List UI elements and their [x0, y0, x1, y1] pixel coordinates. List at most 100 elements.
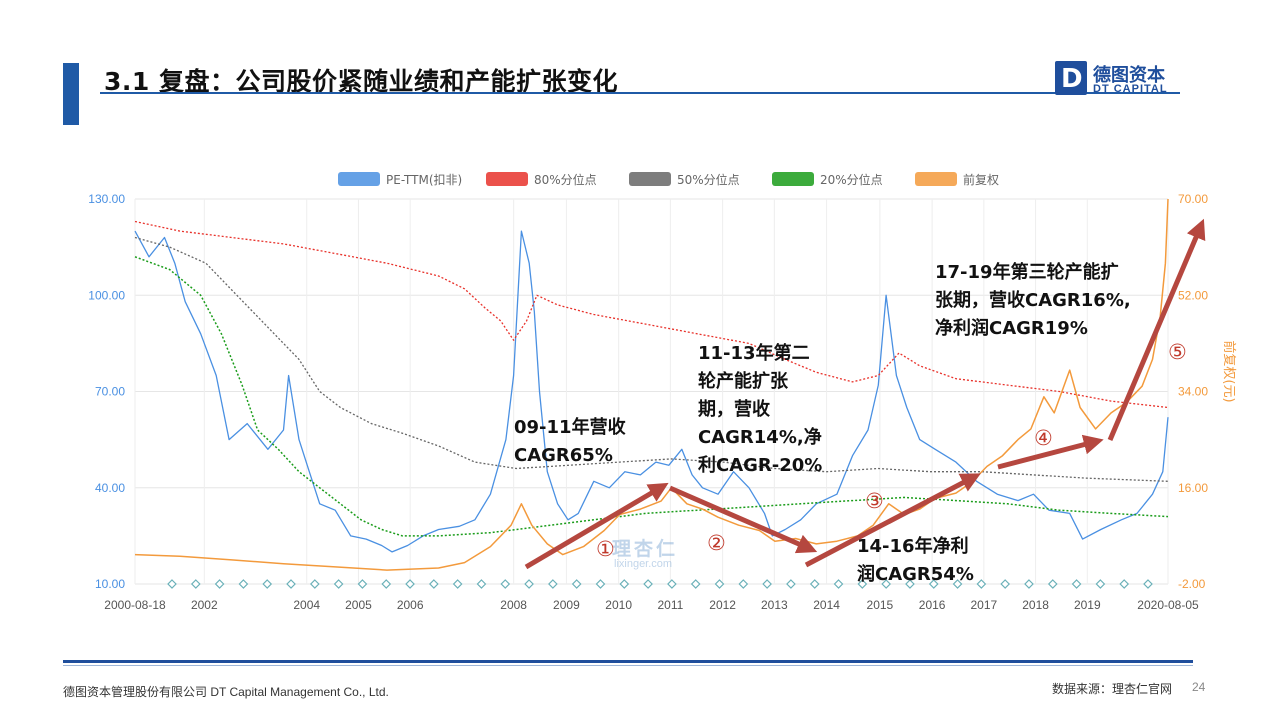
- annotation-2011-2013: 11-13年第二 轮产能扩张 期，营收 CAGR14%,净 利CAGR-20%: [698, 340, 822, 480]
- series-line-0: [134, 230, 1169, 553]
- footer-source: 数据来源：理杏仁官网: [1052, 682, 1173, 696]
- x-tick-label: 2010: [605, 598, 632, 612]
- series-line-2: [134, 236, 1169, 482]
- event-marker: [1143, 579, 1153, 589]
- annotation-line: CAGR65%: [514, 445, 613, 466]
- trend-arrow: [669, 485, 818, 554]
- event-marker: [405, 579, 415, 589]
- event-marker: [524, 579, 534, 589]
- legend-label: 20%分位点: [820, 172, 883, 187]
- event-marker: [809, 579, 820, 589]
- event-marker: [571, 579, 582, 589]
- logo-mark-icon: D: [1055, 61, 1087, 95]
- trend-arrow: [1107, 218, 1206, 441]
- series-line-3: [134, 256, 1169, 537]
- legend-label: 前复权: [963, 172, 999, 187]
- event-marker: [690, 579, 701, 589]
- series-line-1: [134, 220, 1169, 409]
- footer-divider: [63, 660, 1193, 663]
- legend-swatch: [486, 172, 528, 186]
- event-marker: [190, 579, 201, 589]
- annotation-2017-2019: 17-19年第三轮产能扩 张期，营收CAGR16%, 净利润CAGR19%: [935, 259, 1131, 343]
- event-marker: [1024, 579, 1034, 589]
- x-tick-label: 2005: [345, 598, 372, 612]
- event-marker: [667, 579, 677, 589]
- annotation-line: 利CAGR-20%: [698, 455, 823, 476]
- logo-text-en: DT CAPITAL: [1093, 83, 1168, 95]
- event-marker: [857, 579, 868, 589]
- x-tick-label: 2016: [919, 598, 946, 612]
- y-right-tick-label: 70.00: [1178, 192, 1208, 206]
- event-marker: [905, 579, 915, 589]
- x-tick-label: 2006: [397, 598, 424, 612]
- x-tick-label: 2014: [813, 598, 840, 612]
- event-marker: [786, 579, 796, 589]
- event-marker: [238, 579, 249, 589]
- y-left-tick-label: 130.00: [88, 192, 125, 206]
- x-tick-label: 2017: [970, 598, 997, 612]
- x-tick-label: 2002: [191, 598, 218, 612]
- event-marker: [952, 579, 963, 589]
- x-tick-label: 2004: [293, 598, 320, 612]
- annotation-line: 净利润CAGR19%: [935, 318, 1088, 339]
- annotation-line: 轮产能扩张: [698, 371, 788, 392]
- event-marker: [833, 579, 844, 589]
- legend-label: 50%分位点: [677, 172, 740, 187]
- event-marker: [286, 579, 296, 589]
- legend-swatch: [338, 172, 380, 186]
- x-tick-label: 2013: [761, 598, 788, 612]
- y-left-tick-label: 100.00: [88, 288, 125, 302]
- annotation-line: 14-16年净利: [857, 536, 969, 557]
- annotation-line: 09-11年营收: [514, 417, 626, 438]
- event-marker: [381, 579, 392, 589]
- event-marker: [357, 579, 368, 589]
- trend-arrow: [997, 434, 1104, 470]
- event-marker: [500, 579, 511, 589]
- x-tick-label: 2020-08-05: [1137, 598, 1199, 612]
- x-tick-label: 2008: [500, 598, 527, 612]
- x-tick-label: 2009: [553, 598, 580, 612]
- legend-label: PE-TTM(扣非): [386, 173, 462, 187]
- event-marker: [643, 579, 653, 589]
- title-underline: [100, 92, 1180, 94]
- legend-label: 80%分位点: [534, 172, 597, 187]
- event-marker: [1095, 579, 1106, 589]
- annotation-line: 期，营收: [698, 399, 770, 420]
- footer-divider-thin: [63, 665, 1193, 666]
- y-right-tick-label: 16.00: [1178, 481, 1208, 495]
- event-marker: [262, 579, 273, 589]
- x-tick-label: 2015: [867, 598, 894, 612]
- event-marker: [762, 579, 772, 589]
- event-marker: [1047, 579, 1058, 589]
- company-logo: D 德图资本 DT CAPITAL: [1055, 61, 1185, 97]
- event-marker: [1000, 579, 1011, 589]
- watermark-cn: 理杏仁: [612, 538, 679, 560]
- y-right-tick-label: -2.00: [1178, 577, 1206, 591]
- event-marker: [167, 579, 177, 589]
- event-marker: [595, 579, 606, 589]
- x-tick-label: 2000-08-18: [104, 598, 166, 612]
- annotation-2014-2016: 14-16年净利 润CAGR54%: [857, 533, 974, 589]
- event-marker: [976, 579, 987, 589]
- event-marker: [548, 579, 558, 589]
- lixinger-watermark: 理杏仁 lixinger.com: [612, 534, 679, 570]
- marker-4: ④: [1034, 426, 1053, 450]
- legend-swatch: [629, 172, 671, 186]
- x-tick-label: 2019: [1074, 598, 1101, 612]
- marker-1: ①: [596, 537, 615, 561]
- marker-2: ②: [707, 531, 726, 555]
- event-marker: [1071, 579, 1082, 589]
- event-marker: [619, 579, 630, 589]
- event-marker: [333, 579, 344, 589]
- x-tick-label: 2018: [1022, 598, 1049, 612]
- x-tick-label: 2011: [657, 598, 683, 612]
- y-left-tick-label: 40.00: [95, 481, 125, 495]
- trend-arrow: [804, 473, 981, 568]
- event-marker: [214, 579, 225, 589]
- watermark-en: lixinger.com: [614, 558, 673, 570]
- marker-3: ③: [865, 489, 884, 513]
- annotation-line: 11-13年第二: [698, 343, 810, 364]
- annotation-line: 张期，营收CAGR16%,: [935, 290, 1131, 311]
- event-marker: [928, 579, 939, 589]
- legend-swatch: [915, 172, 957, 186]
